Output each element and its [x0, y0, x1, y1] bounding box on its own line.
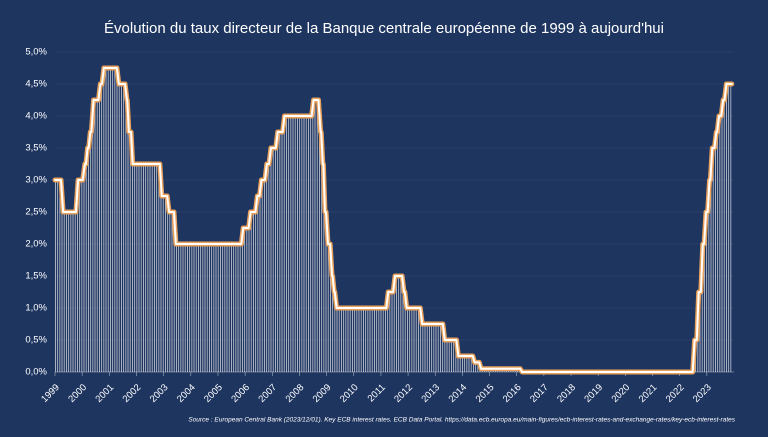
line [54, 67, 733, 373]
y-tick-label: 3,5% [25, 143, 47, 154]
y-tick-label: 0,5% [25, 335, 47, 346]
y-tick-label: 4,5% [25, 79, 47, 90]
y-tick-label: 3,0% [25, 175, 47, 186]
source-note: Source : European Central Bank (2023/12/… [188, 417, 735, 424]
area-hatch [55, 68, 732, 372]
y-tick-label: 1,5% [25, 271, 47, 282]
y-tick-label: 2,0% [25, 239, 47, 250]
y-tick-label: 2,5% [25, 207, 47, 218]
y-tick-label: 1,0% [25, 303, 47, 314]
y-tick-label: 5,0% [25, 47, 47, 58]
chart-title: Évolution du taux directeur de la Banque… [104, 20, 664, 37]
y-tick-label: 0,0% [25, 367, 47, 378]
y-tick-label: 4,0% [25, 111, 47, 122]
